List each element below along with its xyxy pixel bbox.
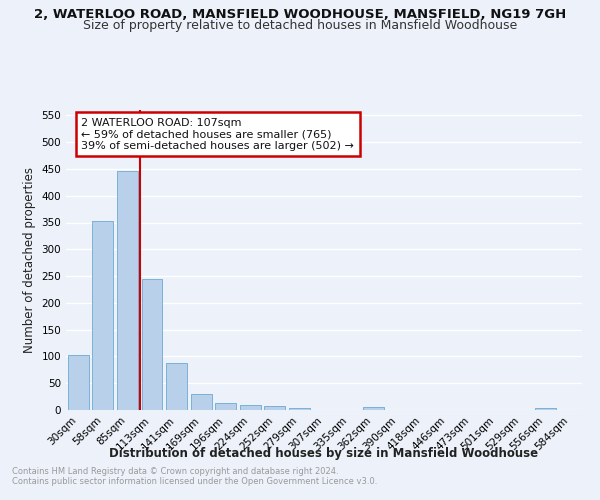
Bar xyxy=(92,221,113,410)
Bar xyxy=(265,406,286,410)
Y-axis label: Number of detached properties: Number of detached properties xyxy=(23,167,36,353)
Text: 2 WATERLOO ROAD: 107sqm
← 59% of detached houses are smaller (765)
39% of semi-d: 2 WATERLOO ROAD: 107sqm ← 59% of detache… xyxy=(82,118,355,150)
Text: Contains HM Land Registry data © Crown copyright and database right 2024.: Contains HM Land Registry data © Crown c… xyxy=(12,467,338,476)
Text: Distribution of detached houses by size in Mansfield Woodhouse: Distribution of detached houses by size … xyxy=(109,448,539,460)
Bar xyxy=(142,279,163,410)
Bar xyxy=(117,170,138,410)
Text: Contains public sector information licensed under the Open Government Licence v3: Contains public sector information licen… xyxy=(12,477,377,486)
Text: Size of property relative to detached houses in Mansfield Woodhouse: Size of property relative to detached ho… xyxy=(83,19,517,32)
Bar xyxy=(362,407,383,410)
Bar xyxy=(191,394,212,410)
Bar xyxy=(289,408,310,410)
Bar xyxy=(68,355,89,410)
Bar xyxy=(166,363,187,410)
Text: 2, WATERLOO ROAD, MANSFIELD WOODHOUSE, MANSFIELD, NG19 7GH: 2, WATERLOO ROAD, MANSFIELD WOODHOUSE, M… xyxy=(34,8,566,20)
Bar xyxy=(535,408,556,410)
Bar xyxy=(240,405,261,410)
Bar xyxy=(215,402,236,410)
